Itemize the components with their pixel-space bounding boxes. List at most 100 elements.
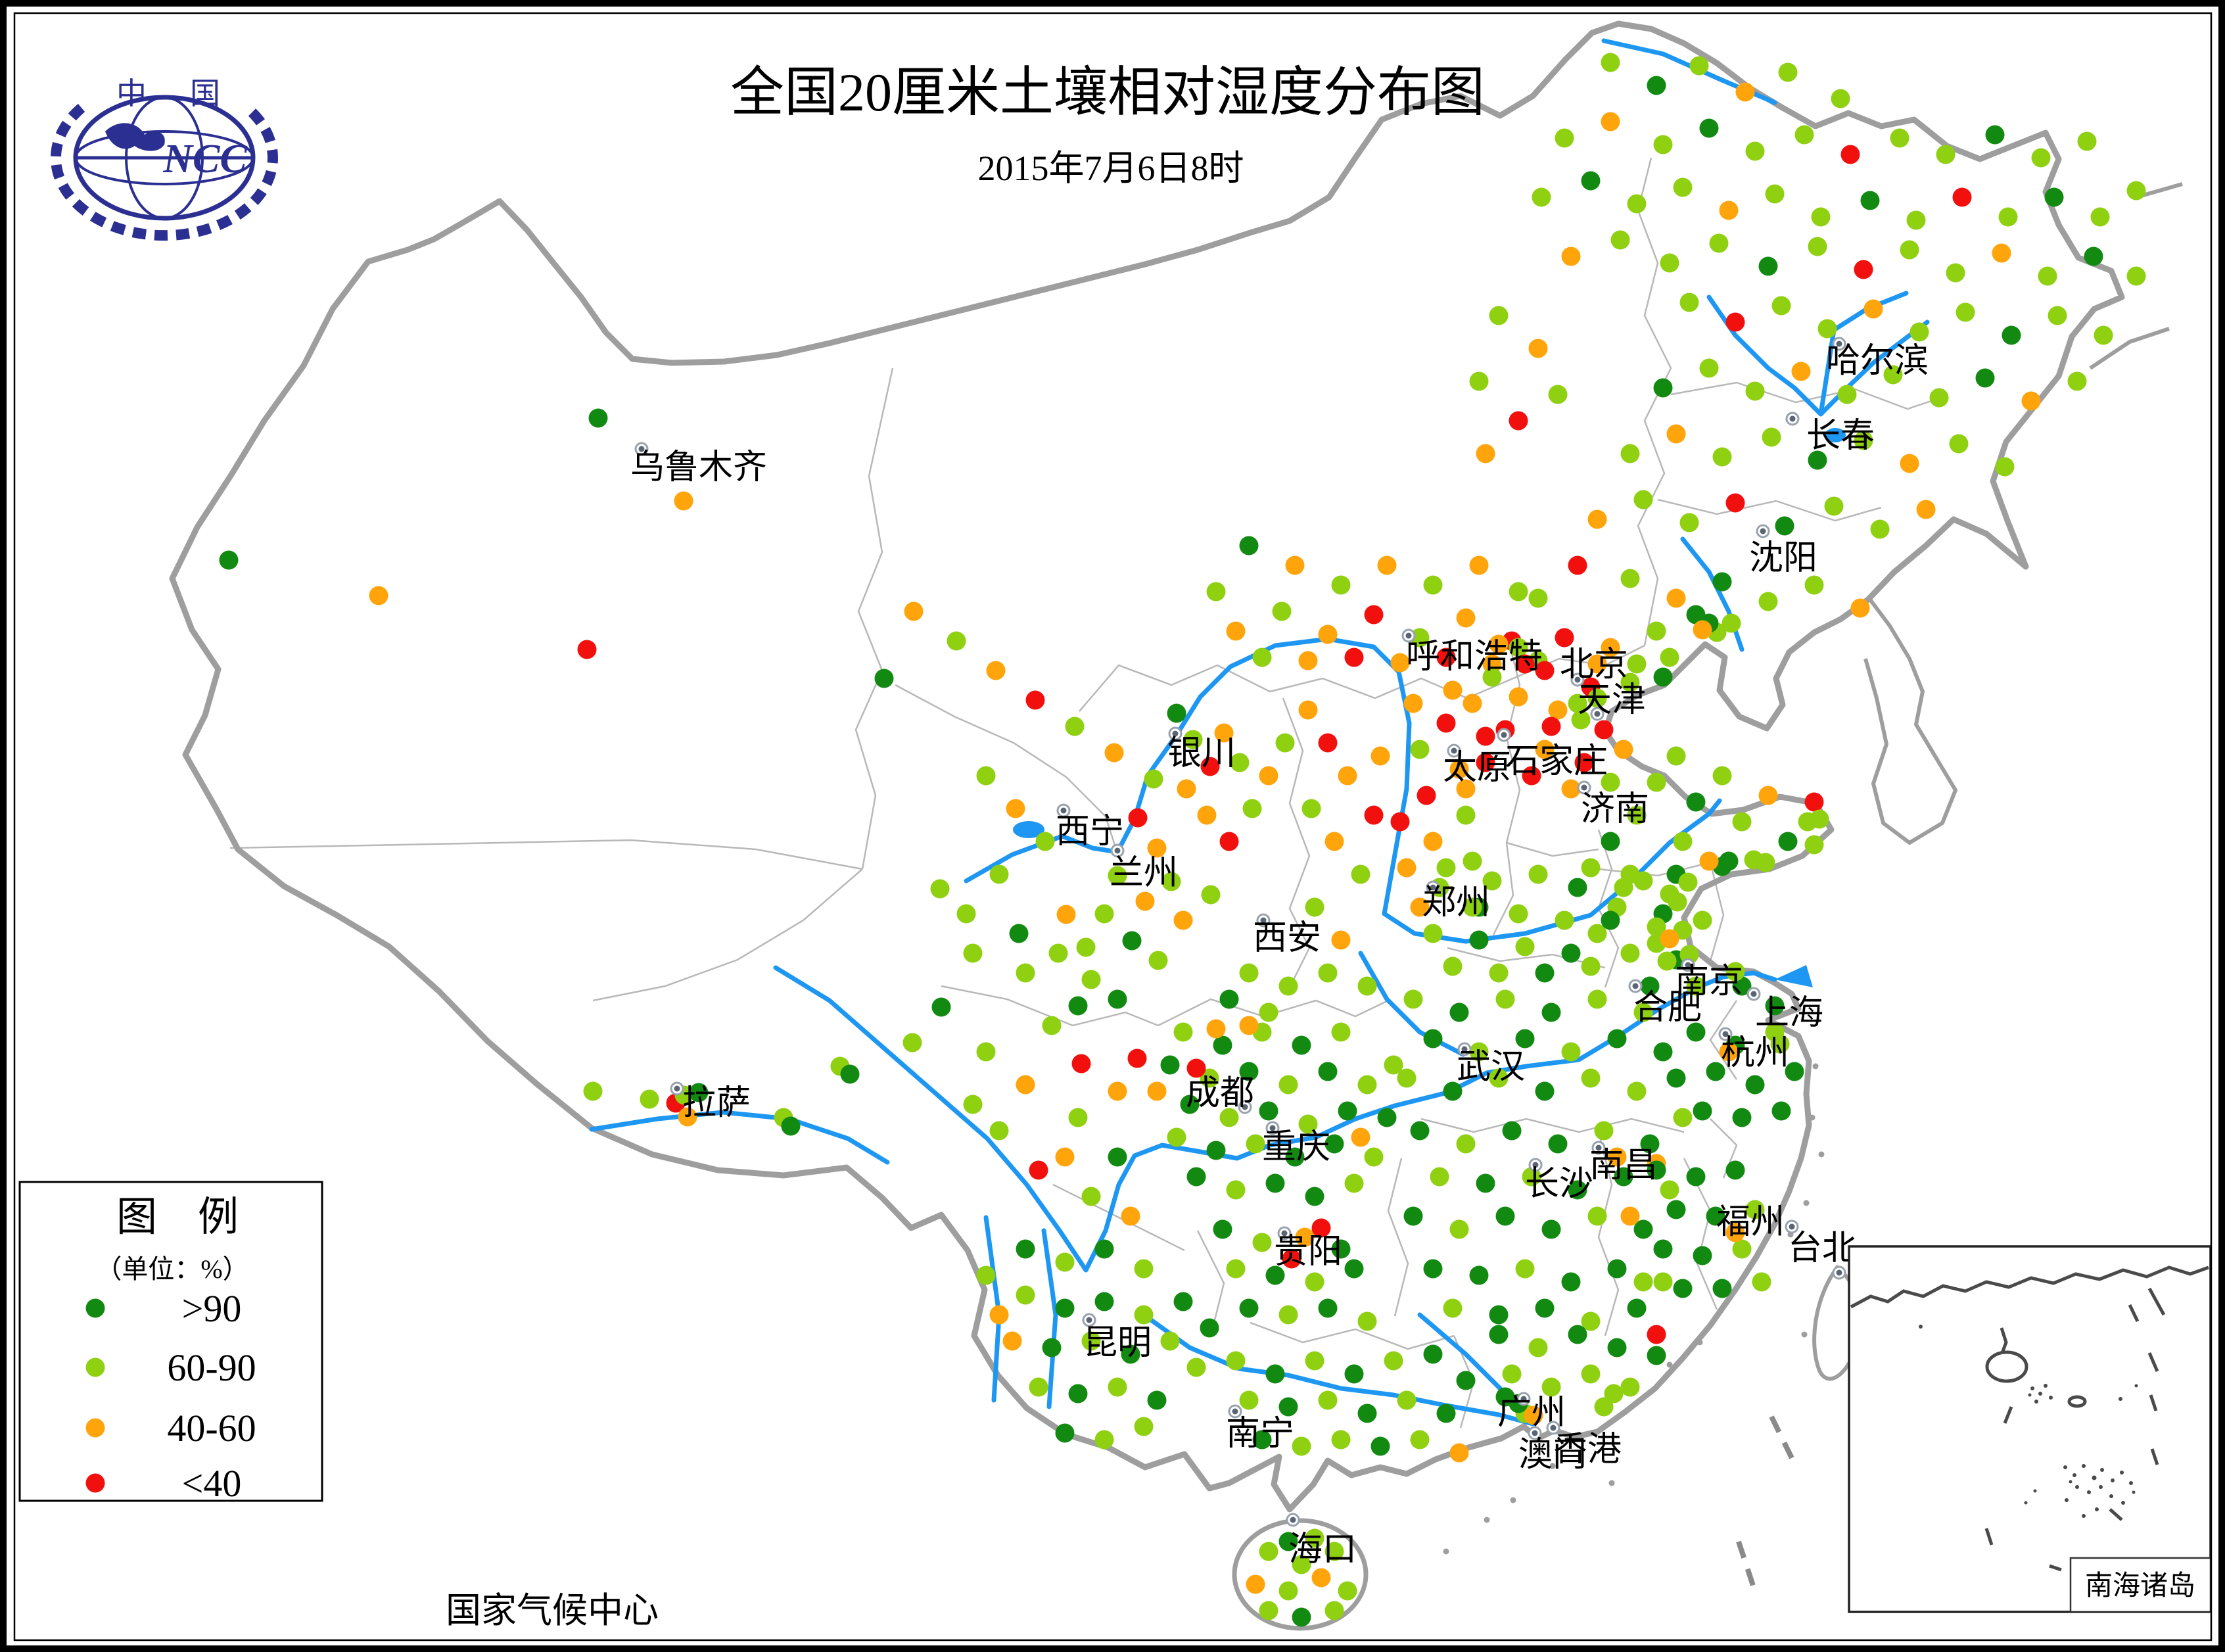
- station-dot: [1946, 263, 1965, 283]
- city-label: 呼和浩特: [1406, 638, 1543, 676]
- station-dot: [1167, 1127, 1186, 1147]
- city-label: 银川: [1167, 735, 1236, 772]
- station-dot: [1992, 243, 2011, 263]
- station-dot: [1282, 1249, 1301, 1269]
- station-dot: [1515, 937, 1535, 956]
- station-dot: [1278, 1581, 1298, 1601]
- station-dot: [1666, 424, 1686, 444]
- city-label: 拉萨: [682, 1085, 751, 1122]
- station-dot: [1509, 638, 1528, 657]
- station-dot: [1298, 1114, 1318, 1134]
- station-dot: [1128, 808, 1148, 828]
- station-dot: [1522, 766, 1541, 786]
- station-dot: [1528, 864, 1548, 884]
- station-dot: [1200, 1318, 1219, 1338]
- station-dot: [1601, 910, 1620, 930]
- credit-text: 国家气候中心: [446, 1591, 659, 1630]
- station-dot: [1883, 365, 1903, 385]
- station-dot: [1601, 638, 1620, 657]
- station-dot: [1122, 931, 1142, 951]
- station-dot: [1975, 368, 1995, 388]
- station-dot: [678, 1107, 697, 1127]
- station-dot: [1183, 730, 1203, 749]
- city-label: 上海: [1755, 995, 1823, 1032]
- city-marker-core: [1172, 730, 1179, 737]
- station-dot: [1134, 1305, 1154, 1325]
- station-dot: [1495, 989, 1515, 1009]
- station-dot: [1581, 1068, 1601, 1088]
- city-marker-core: [1595, 1145, 1602, 1151]
- city-label: 海口: [1288, 1531, 1357, 1569]
- city-marker-core: [1114, 847, 1121, 854]
- station-dot: [1509, 687, 1528, 707]
- station-dot: [1173, 1022, 1193, 1042]
- station-dot: [1620, 943, 1640, 963]
- station-dot: [1587, 1206, 1607, 1226]
- station-dot: [1272, 602, 1292, 621]
- station-dot: [1443, 956, 1463, 976]
- station-dot: [2002, 325, 2021, 345]
- city-marker-core: [1760, 528, 1766, 534]
- station-dot: [2084, 247, 2103, 266]
- station-dot: [1745, 141, 1765, 161]
- legend: 图 例 （单位：%） >90 60-90 40-60 <40: [18, 1181, 323, 1505]
- station-dot: [1482, 871, 1502, 891]
- inset-leizhou: [2000, 1327, 2008, 1354]
- station-dot: [1601, 112, 1620, 131]
- station-dot: [1423, 1029, 1443, 1049]
- station-dot: [1384, 1351, 1403, 1371]
- station-dot: [1909, 322, 1929, 342]
- station-dot: [1686, 1167, 1706, 1187]
- map-title: 全国20厘米土壤相对湿度分布图: [730, 62, 1485, 122]
- station-dot: [1673, 1108, 1693, 1127]
- station-dot: [1647, 917, 1666, 937]
- station-dot: [1265, 1265, 1285, 1285]
- station-dot: [1265, 1173, 1285, 1193]
- station-dot: [874, 669, 894, 688]
- station-dot: [583, 1081, 603, 1101]
- station-dot: [1042, 1016, 1062, 1035]
- station-dot: [1949, 434, 1969, 454]
- station-dot: [1423, 575, 1443, 595]
- station-dot: [1068, 1384, 1088, 1404]
- station-dot: [1094, 1292, 1114, 1311]
- station-dot: [1587, 654, 1607, 674]
- station-dot: [1673, 1279, 1693, 1298]
- station-dot: [1548, 385, 1568, 404]
- logo-wreath: [51, 103, 278, 241]
- station-dot: [1206, 582, 1226, 602]
- station-dot: [1548, 1134, 1568, 1154]
- station-dot: [1929, 388, 1949, 408]
- station-dot: [1657, 951, 1677, 971]
- station-dot: [1214, 723, 1234, 743]
- station-dot: [1673, 832, 1693, 851]
- station-dot: [1561, 247, 1581, 266]
- station-dot: [1278, 1532, 1298, 1551]
- station-dot: [1633, 490, 1653, 509]
- station-dot: [1108, 1377, 1127, 1397]
- city-label: 南宁: [1226, 1415, 1294, 1453]
- station-dot: [1134, 1417, 1154, 1436]
- city-label: 贵阳: [1274, 1233, 1342, 1271]
- station-dot: [1745, 1200, 1765, 1219]
- station-dot: [1285, 1147, 1305, 1167]
- station-dot: [1357, 976, 1377, 996]
- station-dot: [1804, 835, 1824, 855]
- station-dot: [1443, 680, 1463, 700]
- station-dot: [1660, 929, 1679, 949]
- station-dot: [1854, 431, 1873, 450]
- station-dot: [1522, 1167, 1541, 1187]
- station-dot: [1633, 871, 1653, 891]
- city-marker-core: [1836, 341, 1842, 347]
- station-dot: [1647, 1325, 1666, 1344]
- station-dot: [1239, 963, 1259, 983]
- station-dot: [1535, 963, 1555, 983]
- station-dot: [1679, 293, 1699, 312]
- inset-label: 南海诸岛: [2085, 1570, 2195, 1601]
- map-subtitle: 2015年7月6日8时: [978, 149, 1244, 188]
- station-dot: [1627, 654, 1647, 674]
- city-marker-core: [1260, 917, 1267, 924]
- city-marker-core: [1451, 747, 1457, 754]
- station-dot: [1627, 194, 1647, 214]
- station-dot: [577, 640, 597, 659]
